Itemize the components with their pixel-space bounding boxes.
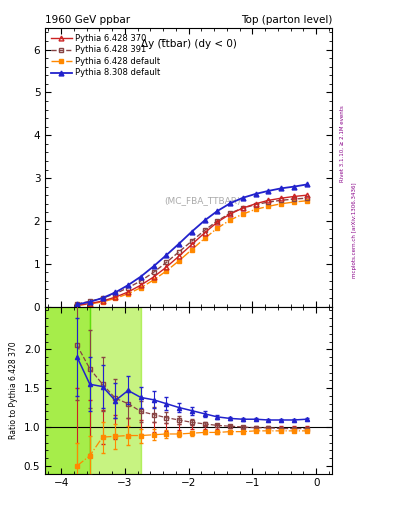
Pythia 6.428 391 [138, 278, 143, 284]
Line: Pythia 6.428 391: Pythia 6.428 391 [75, 196, 309, 306]
Pythia 6.428 391 [228, 210, 232, 216]
Text: (MC_FBA_TTBAR): (MC_FBA_TTBAR) [165, 196, 241, 205]
Pythia 6.428 391 [202, 227, 207, 233]
Pythia 6.428 370 [113, 294, 118, 300]
Pythia 6.428 391 [279, 197, 283, 203]
Pythia 6.428 default [88, 301, 92, 307]
Pythia 8.308 default [126, 282, 130, 288]
Pythia 6.428 370 [164, 264, 169, 270]
Pythia 8.308 default [100, 295, 105, 301]
Pythia 6.428 391 [253, 202, 258, 208]
Pythia 6.428 default [202, 236, 207, 242]
Pythia 6.428 370 [189, 241, 194, 247]
Pythia 8.308 default [241, 195, 245, 201]
Pythia 6.428 default [126, 291, 130, 297]
Line: Pythia 6.428 370: Pythia 6.428 370 [75, 193, 309, 308]
Pythia 6.428 370 [266, 197, 271, 203]
Pythia 6.428 391 [164, 260, 169, 266]
Pythia 6.428 370 [279, 195, 283, 201]
Text: mcplots.cern.ch [arXiv:1306.3436]: mcplots.cern.ch [arXiv:1306.3436] [352, 183, 357, 278]
Pythia 8.308 default [75, 302, 79, 308]
Pythia 6.428 370 [88, 301, 92, 307]
Pythia 6.428 default [266, 203, 271, 209]
Pythia 6.428 default [189, 246, 194, 252]
Pythia 6.428 391 [151, 269, 156, 275]
Pythia 8.308 default [215, 208, 220, 214]
Pythia 6.428 370 [75, 302, 79, 308]
Pythia 6.428 391 [177, 249, 182, 255]
Text: Δy (t̅̅tbar) (dy < 0): Δy (t̅̅tbar) (dy < 0) [141, 39, 237, 49]
Pythia 8.308 default [253, 191, 258, 197]
Pythia 6.428 370 [228, 211, 232, 217]
Legend: Pythia 6.428 370, Pythia 6.428 391, Pythia 6.428 default, Pythia 8.308 default: Pythia 6.428 370, Pythia 6.428 391, Pyth… [50, 32, 162, 79]
Pythia 6.428 370 [253, 201, 258, 207]
Pythia 6.428 default [241, 211, 245, 217]
Pythia 8.308 default [266, 188, 271, 194]
Pythia 6.428 370 [202, 230, 207, 236]
Text: Top (parton level): Top (parton level) [241, 14, 332, 25]
Pythia 6.428 default [151, 277, 156, 283]
Pythia 6.428 default [177, 258, 182, 264]
Pythia 6.428 391 [304, 195, 309, 201]
Pythia 8.308 default [228, 200, 232, 206]
Pythia 6.428 default [228, 217, 232, 223]
Pythia 6.428 370 [100, 298, 105, 304]
Bar [90, 307, 141, 474]
Pythia 6.428 391 [88, 298, 92, 305]
Pythia 6.428 default [100, 299, 105, 305]
Pythia 6.428 370 [138, 282, 143, 288]
Pythia 6.428 370 [151, 274, 156, 280]
Pythia 6.428 370 [304, 192, 309, 198]
Pythia 6.428 default [215, 225, 220, 231]
Pythia 6.428 370 [177, 253, 182, 259]
Pythia 8.308 default [177, 241, 182, 247]
Pythia 6.428 391 [189, 238, 194, 244]
Pythia 6.428 391 [292, 196, 296, 202]
Pythia 8.308 default [292, 184, 296, 190]
Pythia 6.428 391 [113, 291, 118, 297]
Pythia 6.428 391 [100, 295, 105, 301]
Pythia 8.308 default [138, 273, 143, 280]
Pythia 8.308 default [189, 228, 194, 234]
Pythia 6.428 default [304, 198, 309, 204]
Pythia 8.308 default [202, 218, 207, 224]
Pythia 6.428 391 [126, 285, 130, 291]
Bar [90, 307, 141, 474]
Pythia 8.308 default [88, 299, 92, 305]
Pythia 6.428 391 [241, 205, 245, 211]
Pythia 8.308 default [279, 185, 283, 191]
Pythia 8.308 default [113, 289, 118, 295]
Bar [45, 307, 90, 474]
Pythia 8.308 default [151, 263, 156, 269]
Text: Rivet 3.1.10, ≥ 2.1M events: Rivet 3.1.10, ≥ 2.1M events [340, 105, 345, 182]
Bar [45, 307, 90, 474]
Text: 1960 GeV ppbar: 1960 GeV ppbar [45, 14, 130, 25]
Pythia 6.428 370 [241, 205, 245, 211]
Pythia 6.428 default [253, 206, 258, 212]
Pythia 6.428 default [279, 201, 283, 207]
Pythia 8.308 default [164, 252, 169, 258]
Line: Pythia 8.308 default: Pythia 8.308 default [75, 182, 309, 307]
Pythia 8.308 default [304, 181, 309, 187]
Pythia 6.428 391 [266, 199, 271, 205]
Pythia 6.428 default [138, 285, 143, 291]
Pythia 6.428 default [75, 302, 79, 308]
Pythia 6.428 370 [215, 219, 220, 225]
Y-axis label: Ratio to Pythia 6.428 370: Ratio to Pythia 6.428 370 [9, 342, 18, 439]
Pythia 6.428 default [113, 295, 118, 302]
Pythia 6.428 370 [126, 289, 130, 295]
Pythia 6.428 default [164, 268, 169, 274]
Pythia 6.428 default [292, 199, 296, 205]
Line: Pythia 6.428 default: Pythia 6.428 default [75, 198, 309, 308]
Pythia 6.428 391 [75, 301, 79, 307]
Pythia 6.428 370 [292, 194, 296, 200]
Pythia 6.428 391 [215, 218, 220, 224]
